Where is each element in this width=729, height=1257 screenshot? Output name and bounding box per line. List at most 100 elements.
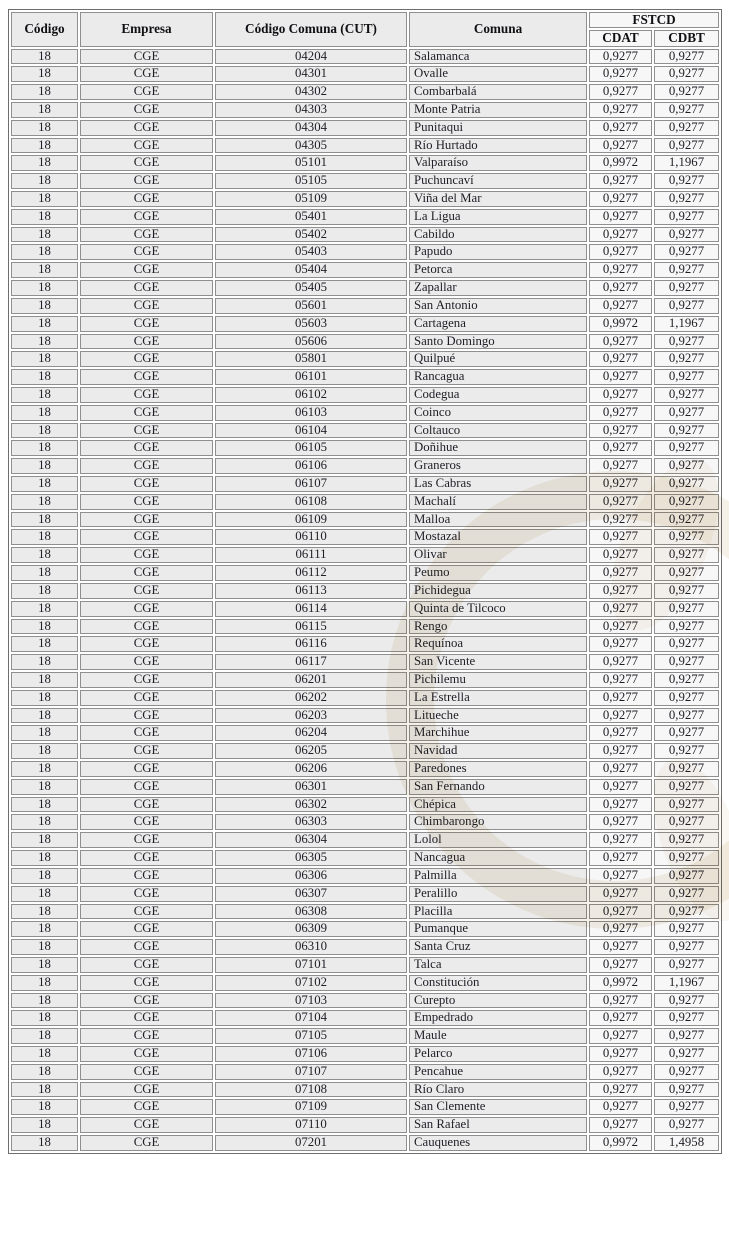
cell-cdbt: 0,9277 (654, 547, 720, 564)
table-row: 18 CGE 06105 Doñihue 0,9277 0,9277 (11, 440, 720, 457)
cell-empresa: CGE (80, 315, 213, 332)
cell-codigo: 18 (11, 992, 78, 1009)
cell-empresa: CGE (80, 600, 213, 617)
cell-empresa: CGE (80, 1135, 213, 1151)
cell-codigo: 18 (11, 582, 78, 599)
table-row: 18 CGE 06305 Nancagua 0,9277 0,9277 (11, 850, 720, 866)
table-row: 18 CGE 06205 Navidad 0,9277 0,9277 (11, 743, 720, 759)
cell-empresa: CGE (80, 369, 213, 385)
cell-cdat: 0,9972 (589, 315, 652, 332)
cell-cdat: 0,9277 (589, 297, 652, 314)
table-row: 18 CGE 06103 Coinco 0,9277 0,9277 (11, 404, 720, 421)
cell-empresa: CGE (80, 333, 213, 350)
cell-codigo-comuna: 07107 (215, 1063, 407, 1080)
cell-comuna: Doñihue (409, 440, 587, 457)
cell-codigo-comuna: 07106 (215, 1046, 407, 1062)
cell-codigo-comuna: 06105 (215, 440, 407, 457)
cell-empresa: CGE (80, 1028, 213, 1044)
header-row-sub: CDAT CDBT (11, 30, 720, 47)
cell-empresa: CGE (80, 903, 213, 920)
cell-comuna: Codegua (409, 386, 587, 403)
cell-comuna: Navidad (409, 743, 587, 759)
cell-comuna: Pichidegua (409, 582, 587, 599)
table-row: 18 CGE 05606 Santo Domingo 0,9277 0,9277 (11, 333, 720, 350)
cell-cdbt: 0,9277 (654, 101, 720, 118)
cell-codigo: 18 (11, 832, 78, 849)
cell-codigo: 18 (11, 155, 78, 172)
cell-codigo-comuna: 06112 (215, 565, 407, 581)
cell-cdbt: 0,9277 (654, 707, 720, 724)
cell-cdat: 0,9277 (589, 1010, 652, 1027)
cell-cdbt: 0,9277 (654, 743, 720, 759)
cell-cdat: 0,9277 (589, 796, 652, 813)
cell-comuna: Las Cabras (409, 476, 587, 492)
cell-cdat: 0,9277 (589, 939, 652, 955)
cell-codigo-comuna: 06101 (215, 369, 407, 385)
cell-cdbt: 0,9277 (654, 618, 720, 635)
cell-cdbt: 0,9277 (654, 956, 720, 973)
table-row: 18 CGE 06302 Chépica 0,9277 0,9277 (11, 796, 720, 813)
cell-codigo-comuna: 07101 (215, 956, 407, 973)
cell-codigo: 18 (11, 476, 78, 492)
cell-comuna: Cauquenes (409, 1135, 587, 1151)
cell-codigo-comuna: 04301 (215, 66, 407, 83)
cell-codigo-comuna: 06204 (215, 725, 407, 742)
cell-codigo-comuna: 06305 (215, 850, 407, 866)
cell-empresa: CGE (80, 351, 213, 368)
cell-codigo-comuna: 06205 (215, 743, 407, 759)
cell-codigo-comuna: 06109 (215, 511, 407, 528)
cell-codigo: 18 (11, 921, 78, 938)
table-row: 18 CGE 06111 Olivar 0,9277 0,9277 (11, 547, 720, 564)
cell-empresa: CGE (80, 404, 213, 421)
cell-cdbt: 0,9277 (654, 903, 720, 920)
table-row: 18 CGE 05402 Cabildo 0,9277 0,9277 (11, 226, 720, 243)
cell-codigo: 18 (11, 66, 78, 83)
cell-codigo-comuna: 05801 (215, 351, 407, 368)
cell-codigo: 18 (11, 1081, 78, 1098)
cell-cdbt: 0,9277 (654, 351, 720, 368)
cell-codigo: 18 (11, 1063, 78, 1080)
table-row: 18 CGE 06106 Graneros 0,9277 0,9277 (11, 458, 720, 474)
table-row: 18 CGE 07107 Pencahue 0,9277 0,9277 (11, 1063, 720, 1080)
cell-codigo-comuna: 06106 (215, 458, 407, 474)
cell-comuna: Viña del Mar (409, 191, 587, 207)
cell-empresa: CGE (80, 778, 213, 795)
cell-empresa: CGE (80, 48, 213, 65)
cell-codigo-comuna: 05404 (215, 262, 407, 279)
cell-empresa: CGE (80, 618, 213, 635)
cell-cdbt: 0,9277 (654, 582, 720, 599)
cell-empresa: CGE (80, 636, 213, 653)
cell-comuna: La Ligua (409, 208, 587, 225)
cell-codigo: 18 (11, 226, 78, 243)
cell-cdat: 0,9277 (589, 422, 652, 439)
cell-cdbt: 0,9277 (654, 476, 720, 492)
cell-cdbt: 0,9277 (654, 511, 720, 528)
cell-comuna: Talca (409, 956, 587, 973)
cell-cdat: 0,9277 (589, 351, 652, 368)
cell-cdbt: 0,9277 (654, 832, 720, 849)
cell-codigo-comuna: 05405 (215, 280, 407, 296)
cell-cdbt: 0,9277 (654, 173, 720, 189)
table-row: 18 CGE 07102 Constitución 0,9972 1,1967 (11, 974, 720, 991)
cell-codigo-comuna: 06114 (215, 600, 407, 617)
cell-cdat: 0,9277 (589, 1063, 652, 1080)
cell-cdbt: 0,9277 (654, 636, 720, 653)
cell-cdat: 0,9972 (589, 1135, 652, 1151)
cell-comuna: Zapallar (409, 280, 587, 296)
cell-comuna: Río Hurtado (409, 137, 587, 154)
cell-cdat: 0,9277 (589, 832, 652, 849)
table-row: 18 CGE 06116 Requínoa 0,9277 0,9277 (11, 636, 720, 653)
cell-cdat: 0,9972 (589, 155, 652, 172)
table-row: 18 CGE 06202 La Estrella 0,9277 0,9277 (11, 689, 720, 706)
cell-empresa: CGE (80, 814, 213, 831)
cell-cdbt: 0,9277 (654, 1046, 720, 1062)
cell-cdat: 0,9277 (589, 101, 652, 118)
cell-codigo-comuna: 06308 (215, 903, 407, 920)
table-row: 18 CGE 05401 La Ligua 0,9277 0,9277 (11, 208, 720, 225)
cell-empresa: CGE (80, 511, 213, 528)
cell-codigo: 18 (11, 208, 78, 225)
cell-comuna: Pelarco (409, 1046, 587, 1062)
cell-cdbt: 0,9277 (654, 1010, 720, 1027)
table-row: 18 CGE 06117 San Vicente 0,9277 0,9277 (11, 654, 720, 670)
cell-codigo-comuna: 06301 (215, 778, 407, 795)
